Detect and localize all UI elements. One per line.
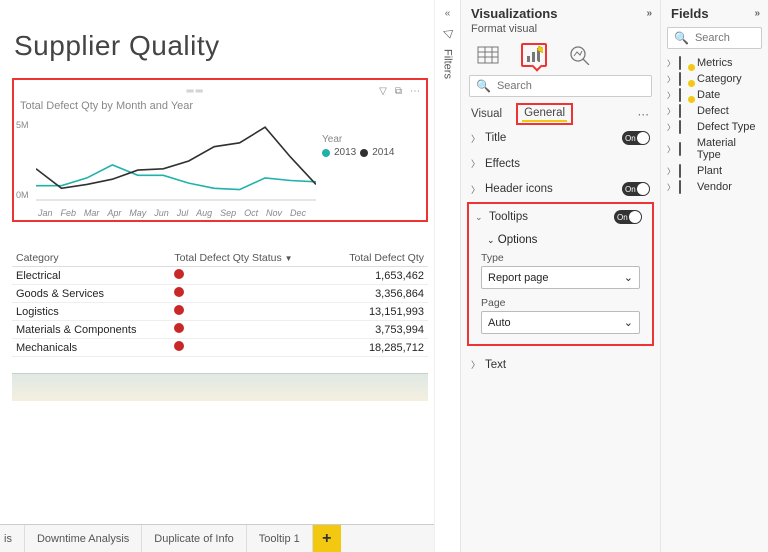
table-row[interactable]: Electrical1,653,462 bbox=[12, 267, 428, 285]
format-visual-icon[interactable] bbox=[521, 43, 547, 67]
search-icon: 🔍 bbox=[674, 31, 689, 45]
table-row[interactable]: Goods & Services3,356,864 bbox=[12, 285, 428, 303]
tab-visual[interactable]: Visual bbox=[471, 108, 502, 120]
table-row[interactable]: Mechanicals18,285,712 bbox=[12, 339, 428, 357]
chart-title: Total Defect Qty by Month and Year bbox=[20, 100, 420, 112]
y-axis-label: 5M bbox=[16, 120, 29, 130]
chevron-right-icon: 〉 bbox=[667, 74, 675, 85]
field-table[interactable]: 〉 Category bbox=[665, 71, 764, 87]
field-table[interactable]: 〉 Metrics bbox=[665, 55, 764, 71]
chevron-down-icon: ⌄ bbox=[624, 271, 633, 284]
map-visual[interactable] bbox=[12, 373, 428, 401]
fields-pane: Fields » 🔍 〉 Metrics 〉 Category 〉 Date 〉… bbox=[660, 0, 768, 552]
chevron-right-icon: 〉 bbox=[471, 183, 481, 196]
build-visual-icon[interactable] bbox=[475, 43, 501, 67]
section-header-icons[interactable]: 〉 Header icons On bbox=[461, 176, 660, 202]
analytics-icon[interactable] bbox=[567, 43, 593, 67]
fields-search[interactable]: 🔍 bbox=[667, 27, 762, 49]
expand-filters-icon[interactable]: « bbox=[445, 8, 451, 19]
tooltips-toggle[interactable]: On bbox=[614, 210, 642, 224]
chart-plot-area bbox=[36, 116, 316, 206]
chevron-right-icon: 〉 bbox=[667, 106, 675, 117]
section-tooltips[interactable]: ⌄ Tooltips On bbox=[469, 204, 652, 230]
format-search[interactable]: 🔍 bbox=[469, 75, 652, 97]
chevron-right-icon: 〉 bbox=[667, 122, 675, 133]
format-visual-label: Format visual bbox=[461, 23, 660, 39]
filters-label: Filters bbox=[442, 49, 454, 79]
tooltips-section-highlight: ⌄ Tooltips On ⌄ Options Type Report page… bbox=[467, 202, 654, 346]
header-icons-toggle[interactable]: On bbox=[622, 182, 650, 196]
focus-mode-icon[interactable]: ⧉ bbox=[395, 86, 402, 97]
chevron-right-icon: 〉 bbox=[667, 90, 675, 101]
collapse-pane-icon[interactable]: » bbox=[754, 8, 760, 19]
filters-icon: ◁ bbox=[441, 24, 454, 40]
page-title: Supplier Quality bbox=[14, 30, 428, 70]
page-tab[interactable]: Duplicate of Info bbox=[142, 525, 247, 552]
more-tabs-icon[interactable]: ⋯ bbox=[638, 107, 651, 121]
table-row[interactable]: Materials & Components3,753,994 bbox=[12, 321, 428, 339]
tooltip-page-dropdown[interactable]: Auto ⌄ bbox=[481, 311, 640, 334]
filter-icon[interactable]: ▽ bbox=[379, 86, 387, 97]
page-tab[interactable]: Tooltip 1 bbox=[247, 525, 313, 552]
chevron-down-icon: ⌄ bbox=[475, 212, 485, 223]
add-page-button[interactable]: + bbox=[313, 525, 341, 552]
format-search-input[interactable] bbox=[497, 80, 645, 92]
report-canvas: Supplier Quality ══ ▽ ⧉ ⋯ Total Defect Q… bbox=[0, 0, 434, 552]
page-tabs: is Downtime AnalysisDuplicate of InfoToo… bbox=[0, 524, 434, 552]
fields-search-input[interactable] bbox=[695, 32, 768, 44]
chevron-down-icon: ⌄ bbox=[487, 235, 495, 245]
field-table[interactable]: 〉 Vendor bbox=[665, 179, 764, 195]
chevron-right-icon: 〉 bbox=[667, 144, 675, 155]
page-label: Page bbox=[469, 293, 652, 311]
more-options-icon[interactable]: ⋯ bbox=[410, 86, 420, 97]
filters-pane-collapsed[interactable]: « ◁ Filters bbox=[434, 0, 460, 552]
field-table[interactable]: 〉 Defect Type bbox=[665, 119, 764, 135]
chevron-right-icon: 〉 bbox=[471, 132, 481, 145]
section-title[interactable]: 〉 Title On bbox=[461, 125, 660, 151]
category-table[interactable]: CategoryTotal Defect Qty Status ▼Total D… bbox=[12, 250, 428, 357]
chevron-right-icon: 〉 bbox=[667, 58, 675, 69]
field-table[interactable]: 〉 Material Type bbox=[665, 135, 764, 163]
chevron-right-icon: 〉 bbox=[471, 157, 481, 170]
section-effects[interactable]: 〉 Effects bbox=[461, 151, 660, 176]
chevron-right-icon: 〉 bbox=[471, 358, 481, 371]
field-table[interactable]: 〉 Defect bbox=[665, 103, 764, 119]
visualizations-title: Visualizations bbox=[471, 6, 557, 21]
tab-general[interactable]: General bbox=[516, 103, 573, 125]
search-icon: 🔍 bbox=[476, 79, 491, 93]
section-options[interactable]: ⌄ Options bbox=[469, 230, 652, 248]
chart-legend: Year 20132014 bbox=[322, 134, 395, 218]
table-row[interactable]: Logistics13,151,993 bbox=[12, 303, 428, 321]
chevron-right-icon: 〉 bbox=[667, 166, 675, 177]
title-toggle[interactable]: On bbox=[622, 131, 650, 145]
legend-title: Year bbox=[322, 134, 395, 145]
field-table[interactable]: 〉 Date bbox=[665, 87, 764, 103]
chevron-right-icon: 〉 bbox=[667, 182, 675, 193]
type-label: Type bbox=[469, 248, 652, 266]
line-chart-visual[interactable]: ══ ▽ ⧉ ⋯ Total Defect Qty by Month and Y… bbox=[12, 78, 428, 222]
section-text[interactable]: 〉 Text bbox=[461, 352, 660, 377]
x-axis-labels: JanFebMarAprMayJunJulAugSepOctNovDec bbox=[38, 208, 306, 218]
page-tab[interactable]: Downtime Analysis bbox=[25, 525, 142, 552]
field-table[interactable]: 〉 Plant bbox=[665, 163, 764, 179]
chevron-down-icon: ⌄ bbox=[624, 316, 633, 329]
page-tab[interactable]: is bbox=[0, 525, 25, 552]
collapse-pane-icon[interactable]: » bbox=[646, 8, 652, 19]
tooltip-type-dropdown[interactable]: Report page ⌄ bbox=[481, 266, 640, 289]
y-axis-label: 0M bbox=[16, 190, 29, 200]
fields-title: Fields bbox=[671, 6, 709, 21]
drag-handle-icon[interactable]: ══ bbox=[20, 86, 371, 97]
visualizations-pane: Visualizations » Format visual 🔍 Visual … bbox=[460, 0, 660, 552]
